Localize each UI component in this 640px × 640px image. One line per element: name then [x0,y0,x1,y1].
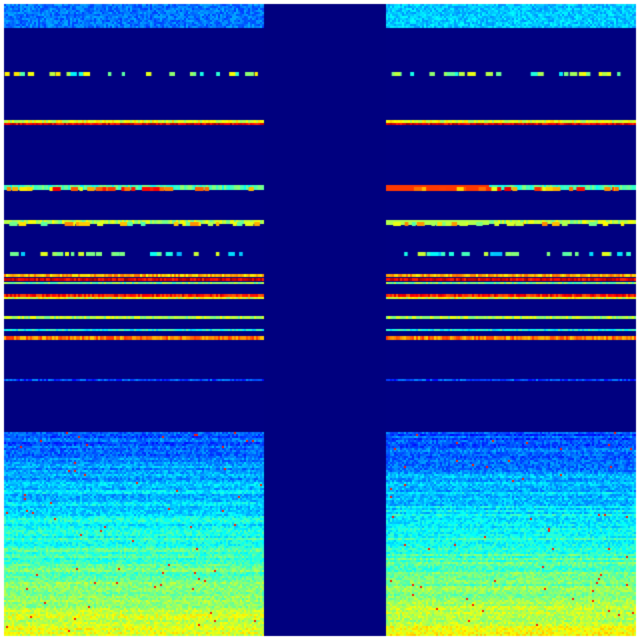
heatmap-canvas [0,0,640,640]
